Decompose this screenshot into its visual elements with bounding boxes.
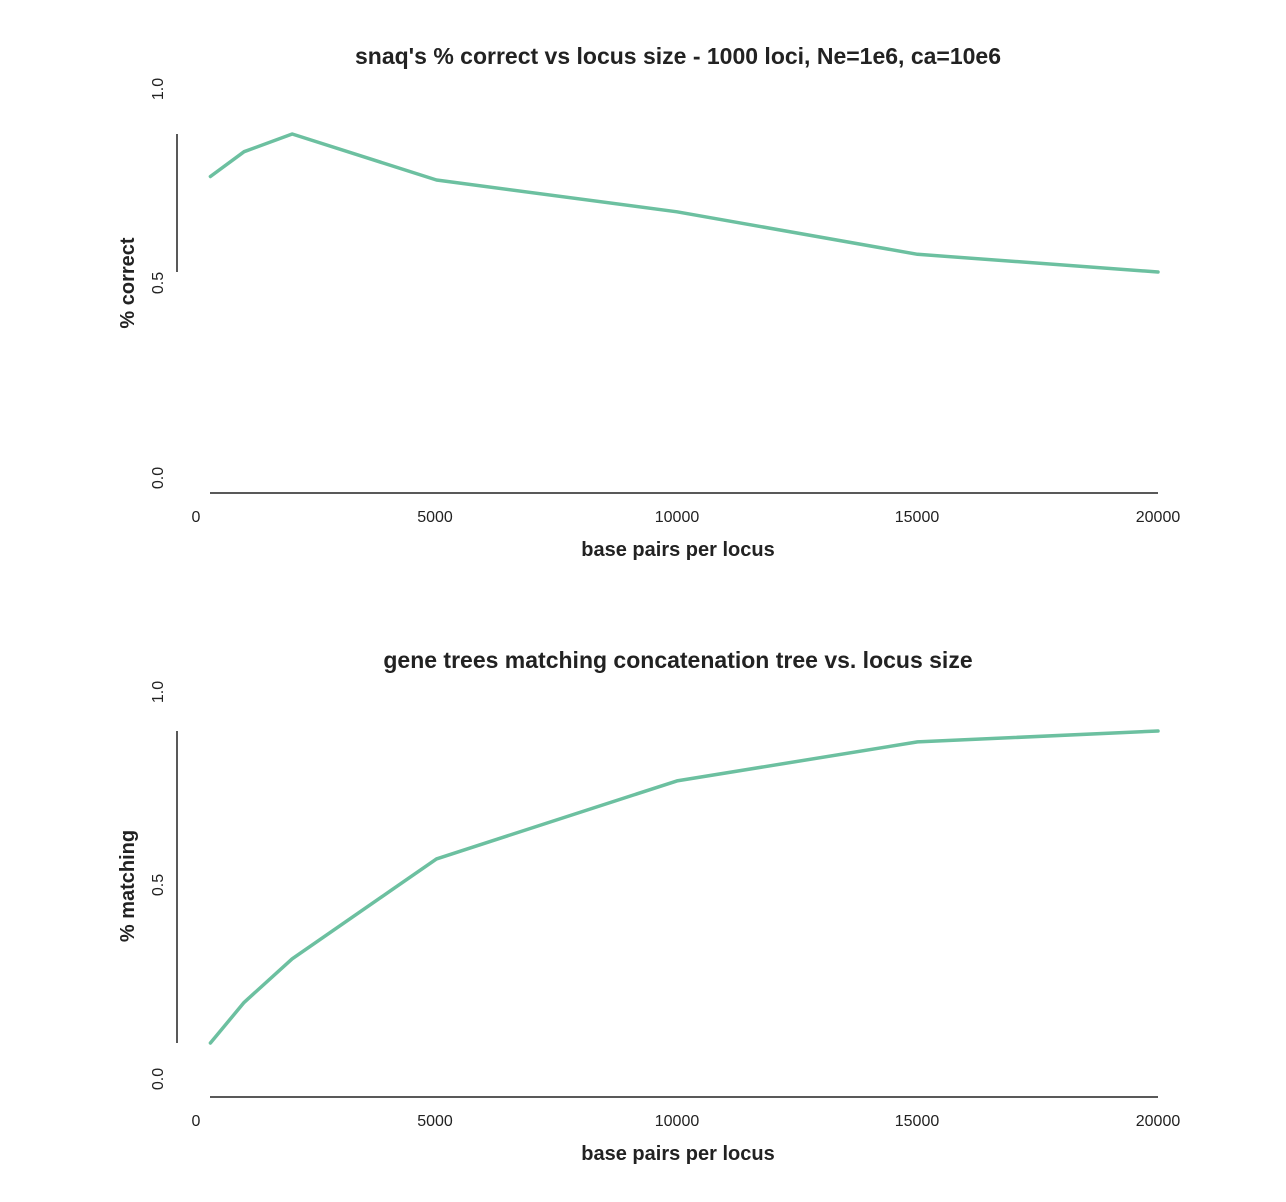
chart-1-xtick-4: 20000	[1136, 509, 1181, 526]
chart-1-ytick-0: 0.0	[150, 467, 167, 489]
chart-2: gene trees matching concatenation tree v…	[117, 647, 1180, 1165]
chart-1-series-line	[208, 132, 1160, 274]
chart-1-xtick-0: 0	[192, 509, 201, 526]
chart-1-title: snaq's % correct vs locus size - 1000 lo…	[355, 43, 1001, 69]
chart-2-ylabel: % matching	[117, 830, 139, 942]
chart-2-series-line	[208, 729, 1160, 1045]
chart-2-xtick-2: 10000	[655, 1113, 700, 1130]
chart-2-ytick-0: 0.0	[150, 1068, 167, 1090]
chart-1-xtick-3: 15000	[895, 509, 940, 526]
chart-2-ytick-1: 0.5	[150, 874, 167, 896]
chart-1: snaq's % correct vs locus size - 1000 lo…	[117, 43, 1180, 561]
chart-2-xlabel: base pairs per locus	[581, 1143, 774, 1165]
chart-2-title: gene trees matching concatenation tree v…	[383, 647, 972, 673]
chart-2-xtick-4: 20000	[1136, 1113, 1181, 1130]
chart-2-xtick-0: 0	[192, 1113, 201, 1130]
chart-1-xlabel: base pairs per locus	[581, 539, 774, 561]
chart-1-ytick-1: 0.5	[150, 272, 167, 294]
chart-1-xtick-1: 5000	[417, 509, 453, 526]
chart-1-ylabel: % correct	[117, 237, 139, 328]
chart-1-xtick-2: 10000	[655, 509, 700, 526]
chart-1-ytick-2: 1.0	[150, 78, 167, 100]
chart-2-xtick-1: 5000	[417, 1113, 453, 1130]
chart-2-xtick-3: 15000	[895, 1113, 940, 1130]
chart-2-ytick-2: 1.0	[150, 681, 167, 703]
